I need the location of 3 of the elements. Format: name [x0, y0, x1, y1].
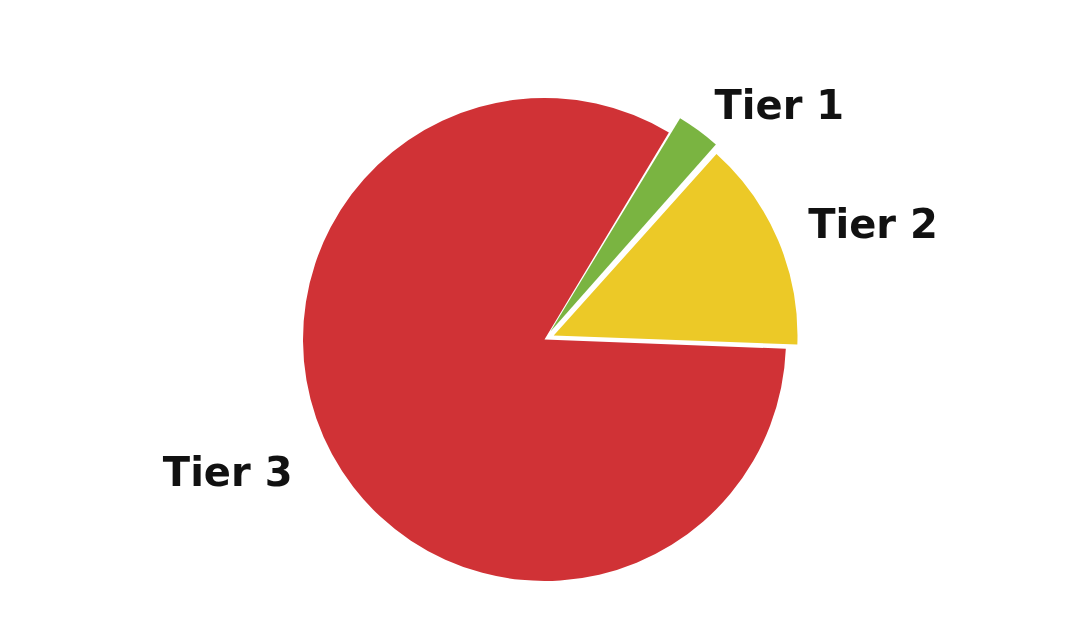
slice-label: Tier 3: [162, 449, 293, 496]
slice-label: Tier 2: [808, 200, 938, 247]
slice-label: Tier 1: [714, 82, 845, 129]
